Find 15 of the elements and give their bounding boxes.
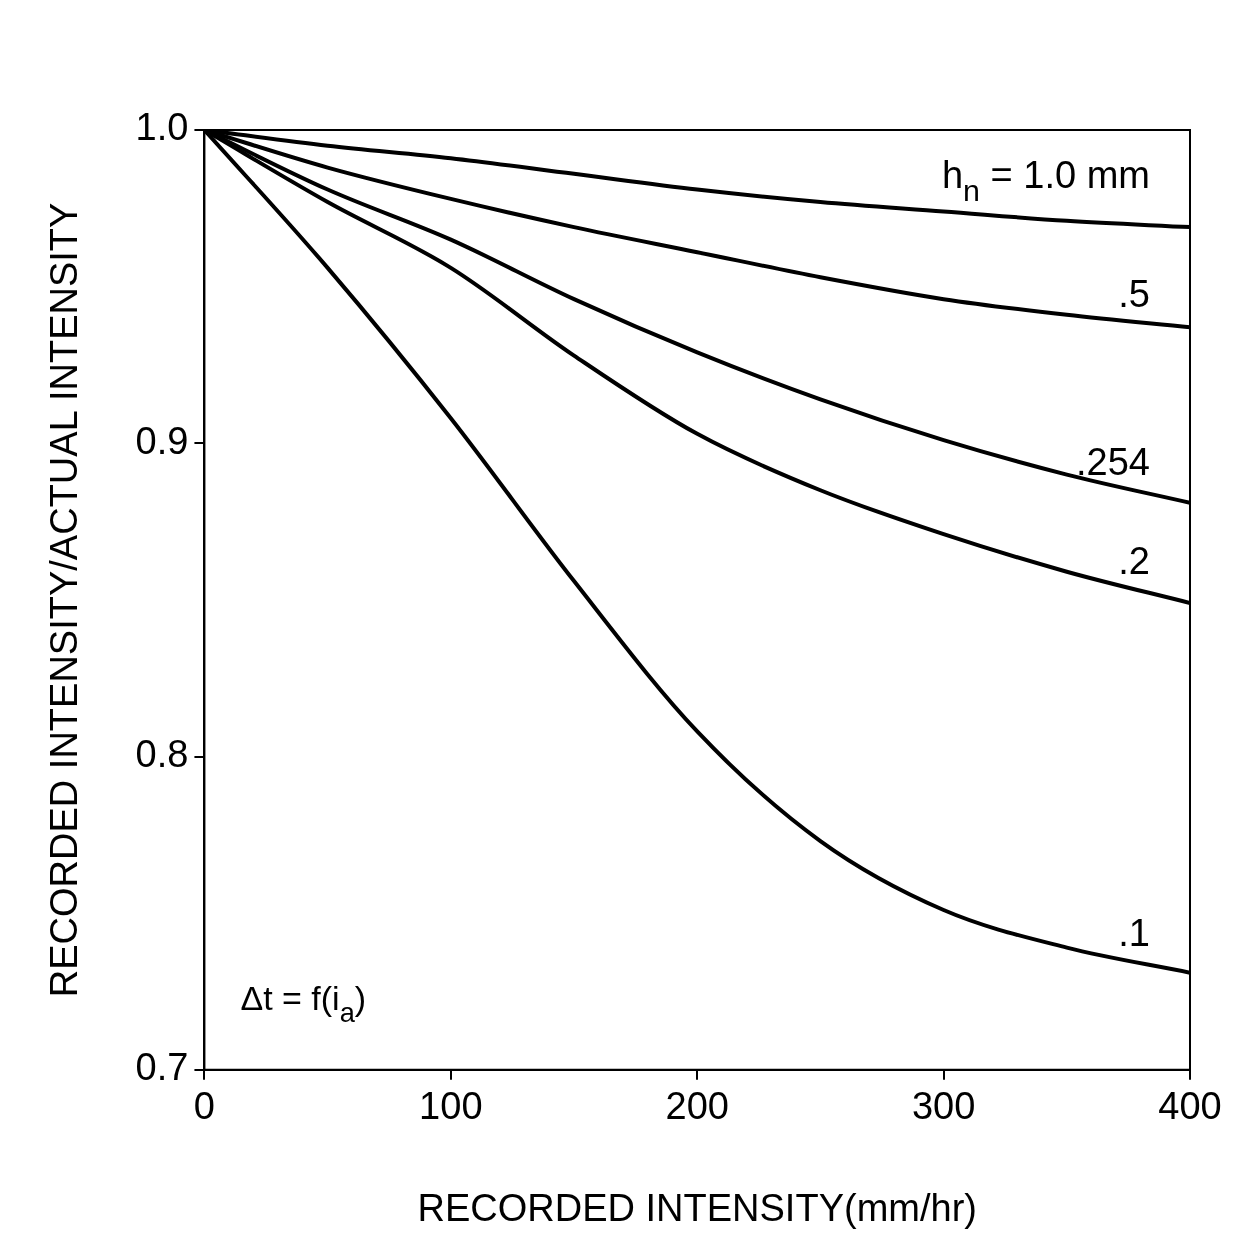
x-tick-label: 200 (665, 1085, 729, 1128)
y-tick-label: 0.9 (135, 419, 189, 462)
y-tick-label: 1.0 (135, 106, 189, 149)
series-label: .254 (1076, 441, 1151, 484)
series-label: .2 (1118, 539, 1151, 582)
x-tick-label: 100 (419, 1085, 483, 1128)
y-tick-label: 0.7 (135, 1046, 189, 1089)
x-tick-label: 400 (1158, 1085, 1222, 1128)
x-axis-title: RECORDED INTENSITY(mm/hr) (417, 1186, 977, 1229)
series-label: .5 (1118, 273, 1151, 316)
x-tick-label: 0 (193, 1085, 215, 1128)
y-axis-title: RECORDED INTENSITY/ACTUAL INTENSITY (43, 202, 86, 998)
x-tick-label: 300 (911, 1085, 976, 1128)
y-tick-label: 0.8 (135, 733, 189, 776)
series-label: .1 (1118, 912, 1151, 955)
